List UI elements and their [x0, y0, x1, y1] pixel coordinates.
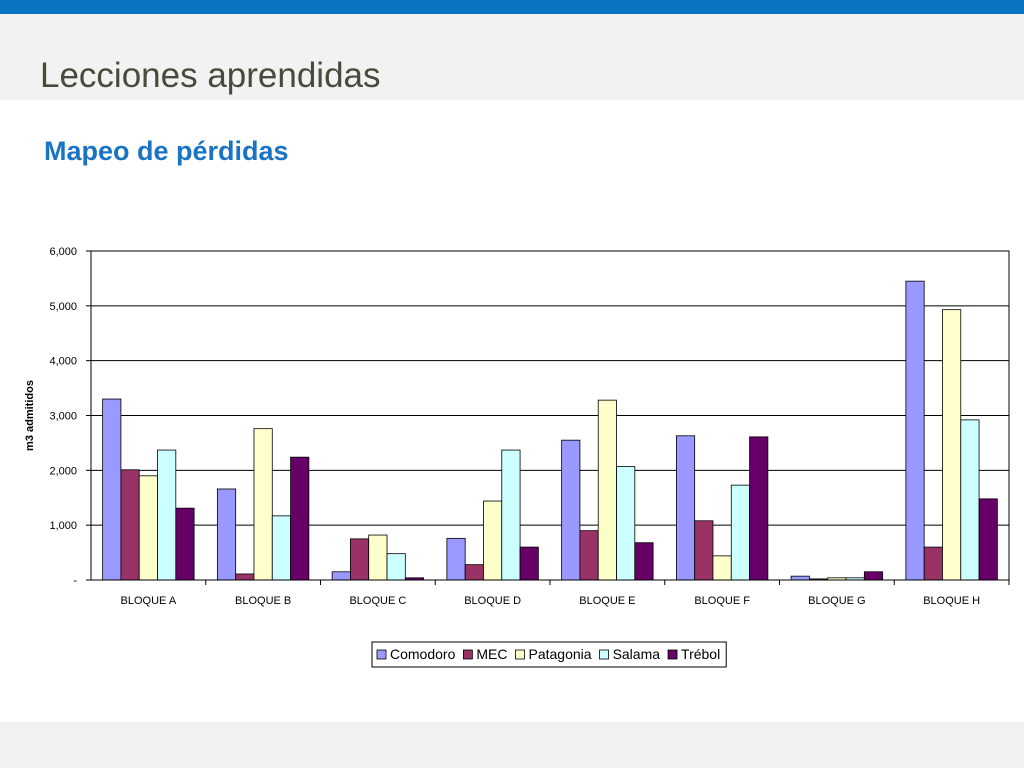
- bar-trébol: [519, 546, 539, 581]
- bar-comodoro: [102, 398, 122, 581]
- legend-label-mec: MEC: [476, 646, 507, 662]
- legend-label-trébol: Trébol: [681, 646, 720, 662]
- x-tick-label: BLOQUE G: [808, 595, 865, 607]
- bar-mec: [579, 530, 599, 581]
- bar-trébol: [978, 498, 998, 581]
- y-tick-label: 6,000: [49, 246, 77, 258]
- top-accent-bar: [0, 0, 1024, 14]
- bar-patagonia: [138, 475, 158, 581]
- y-axis-label: m3 admitidos: [24, 380, 36, 451]
- bar-salama: [730, 484, 750, 581]
- gridlines: [90, 250, 1010, 581]
- bar-trébol: [175, 507, 195, 581]
- y-tick-label: 3,000: [49, 411, 77, 423]
- bar-mec: [235, 573, 255, 581]
- legend-swatch-trébol: [667, 649, 678, 660]
- header-band: [0, 14, 1024, 100]
- bar-salama: [386, 553, 406, 581]
- bar-comodoro: [331, 571, 351, 581]
- bar-mec: [694, 520, 714, 581]
- axes: - 1,000 2,000 3,000 4,000 5,000 6,000 m3 admiti…: [24, 246, 1010, 607]
- y-tick-label: -: [73, 575, 77, 587]
- bar-patagonia: [253, 428, 273, 581]
- bars: [102, 280, 998, 581]
- x-tick-label: BLOQUE A: [121, 595, 177, 607]
- legend-label-salama: Salama: [613, 646, 661, 662]
- bar-comodoro: [905, 280, 925, 581]
- bar-mec: [923, 546, 943, 581]
- bar-comodoro: [446, 537, 466, 581]
- bar-patagonia: [942, 309, 962, 581]
- footer-band: [0, 722, 1024, 768]
- bar-comodoro: [675, 435, 696, 581]
- bar-salama: [271, 515, 291, 581]
- bar-mec: [120, 469, 140, 581]
- legend-swatch-patagonia: [515, 649, 525, 660]
- bar-chart: - 1,000 2,000 3,000 4,000 5,000 6,000 m3 admiti…: [24, 246, 1010, 668]
- x-tick-label: BLOQUE C: [349, 595, 406, 607]
- y-tick-label: 4,000: [49, 356, 77, 368]
- x-tick-label: BLOQUE D: [464, 595, 521, 607]
- bar-trébol: [863, 571, 884, 581]
- bar-comodoro: [216, 488, 237, 581]
- legend-box: [371, 641, 727, 668]
- bar-salama: [501, 449, 521, 581]
- x-tick-label: BLOQUE H: [923, 595, 980, 607]
- bar-salama: [616, 466, 636, 581]
- legend-label-comodoro: Comodoro: [390, 646, 456, 662]
- bar-patagonia: [483, 500, 503, 581]
- legend-label-patagonia: Patagonia: [529, 646, 592, 662]
- bar-patagonia: [712, 555, 732, 581]
- legend-swatch-salama: [599, 649, 609, 660]
- bar-trébol: [634, 542, 654, 581]
- bar-trébol: [749, 436, 769, 581]
- bar-patagonia: [597, 399, 617, 581]
- x-tick-label: BLOQUE B: [235, 595, 291, 607]
- legend-swatch-comodoro: [376, 649, 387, 660]
- bar-comodoro: [561, 439, 581, 581]
- x-tick-label: BLOQUE F: [694, 595, 750, 607]
- slide-title: Lecciones aprendidas: [40, 56, 381, 95]
- y-tick-label: 5,000: [49, 301, 77, 313]
- y-tick-label: 2,000: [49, 465, 77, 477]
- bar-salama: [157, 449, 177, 581]
- bar-mec: [350, 538, 370, 581]
- x-tick-label: BLOQUE E: [579, 595, 635, 607]
- y-tick-label: 1,000: [49, 520, 77, 532]
- legend-swatch-mec: [462, 649, 473, 660]
- bar-mec: [464, 564, 484, 581]
- bar-trébol: [290, 456, 310, 581]
- bar-salama: [960, 419, 980, 581]
- bar-comodoro: [790, 575, 810, 581]
- slide-subtitle: Mapeo de pérdidas: [44, 136, 289, 166]
- legend: Comodoro MEC Patagonia Salama Trébol: [371, 641, 727, 668]
- bar-patagonia: [368, 534, 388, 581]
